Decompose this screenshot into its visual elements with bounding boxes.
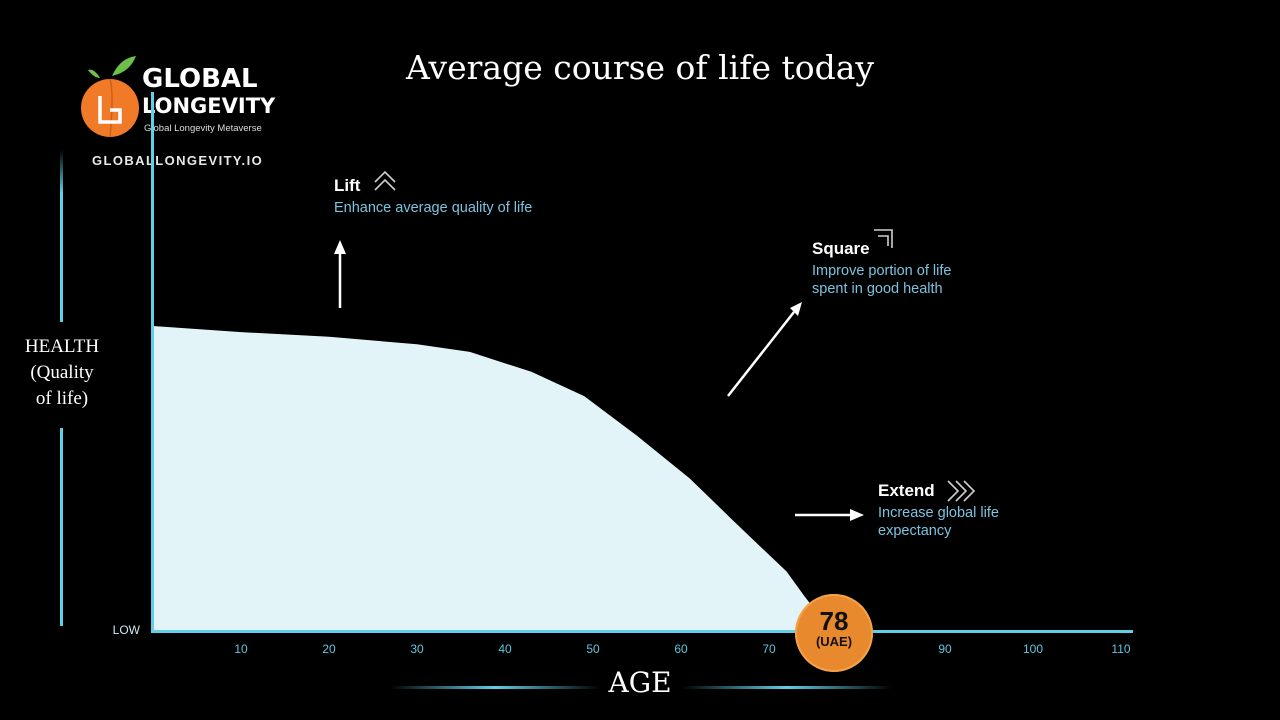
chart-title: Average course of life today [405,48,875,87]
y-axis-decoration-bottom [60,428,63,626]
annotation-square: Square Improve portion of life spent in … [812,239,951,298]
x-axis-decoration-left [390,686,600,689]
y-axis-line [151,92,154,633]
y-axis-label-line: of life) [35,388,89,409]
x-tick-label: 50 [586,642,600,656]
square-arrow-line [727,311,795,397]
x-tick-label: 110 [1111,642,1130,656]
annotation-square-line: Improve portion of life [812,263,952,279]
x-tick-label: 70 [762,642,776,656]
x-tick-label: 20 [322,642,336,656]
double-chevron-right-icon [947,480,976,502]
life-expectancy-badge: 78 (UAE) [795,594,873,672]
x-tick-label: 90 [938,642,952,656]
annotation-square-line: spent in good health [812,281,943,297]
annotation-extend-title: Extend [878,481,935,500]
y-axis-label-line: HEALTH [24,336,100,357]
double-chevron-up-icon [374,170,396,191]
annotation-extend-line: expectancy [878,523,952,539]
annotation-square-title: Square [812,239,870,258]
x-tick-label: 40 [498,642,512,656]
x-axis-line [151,630,1133,633]
annotation-lift: Lift Enhance average quality of life [334,176,532,217]
health-area [153,326,840,631]
lift-arrow-head [334,240,346,254]
y-tick-label-low: LOW [113,623,141,637]
logo-text-global: GLOBAL [142,64,258,94]
annotation-lift-title: Lift [334,176,361,195]
square-arrow-head [790,302,802,316]
logo-tagline: Global Longevity Metaverse [144,123,262,134]
annotation-square-body: Improve portion of life spent in good he… [812,262,951,298]
logo-url: GLOBALLONGEVITY.IO [92,153,264,168]
logo-text-longevity: LONGEVITY [142,94,276,118]
x-tick-label: 10 [234,642,248,656]
x-tick-label: 30 [410,642,424,656]
annotation-lift-line: Enhance average quality of life [334,200,533,216]
badge-label: (UAE) [815,634,853,649]
y-axis-label-line: (Quality [30,362,94,383]
y-axis-label: HEALTH (Quality of life) [14,334,110,412]
annotation-extend-body: Increase global life expectancy [878,504,999,540]
badge-value: 78 [819,606,849,636]
corner-chevron-icon [874,229,893,248]
annotation-lift-body: Enhance average quality of life [334,199,532,217]
x-tick-label: 100 [1023,642,1043,656]
x-tick-labels: 102030405060708090100110 [234,642,1131,656]
logo: GLOBAL LONGEVITY Global Longevity Metave… [80,52,280,172]
x-axis-decoration-right [682,686,892,689]
peach-logo-icon [81,56,139,138]
annotation-extend: Extend Increase global life expectancy [878,481,999,540]
annotation-extend-line: Increase global life [878,505,999,521]
x-axis-label: AGE [608,666,672,699]
y-axis-decoration-top [60,150,63,322]
extend-arrow-head [850,509,864,521]
x-tick-label: 60 [674,642,688,656]
